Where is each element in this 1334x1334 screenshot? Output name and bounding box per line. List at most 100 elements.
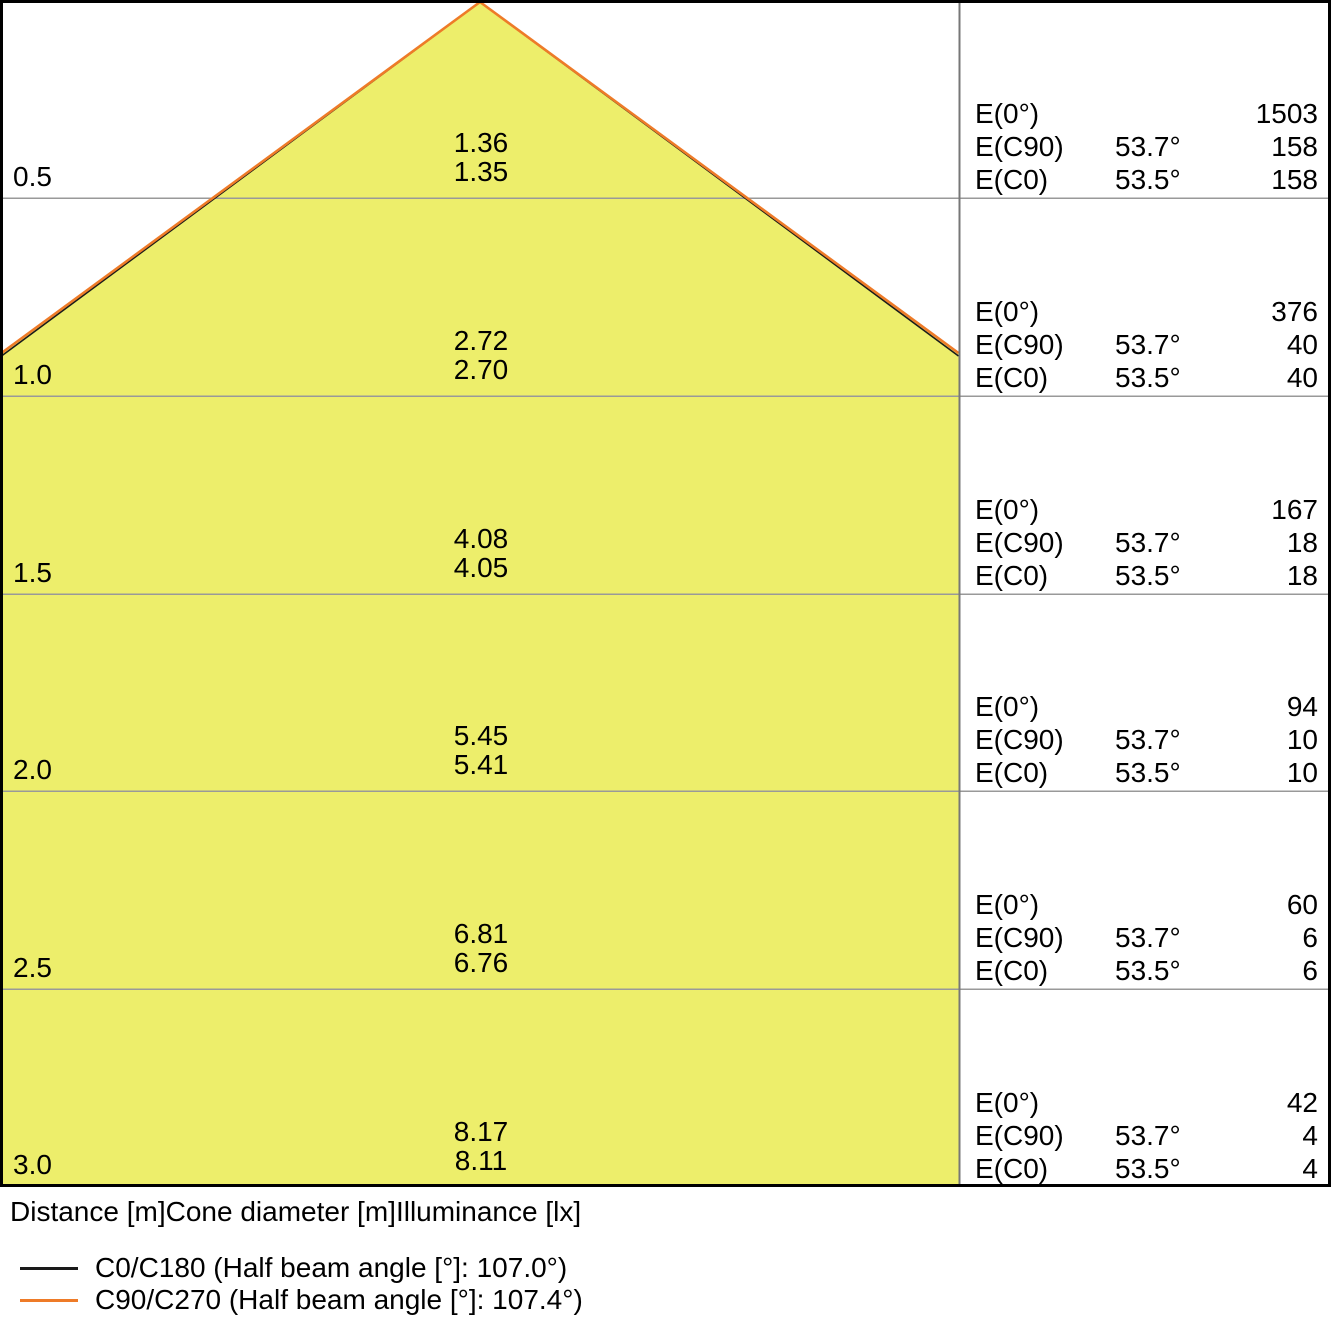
ec90-label: E(C90) — [975, 131, 1064, 162]
ec0-value: 40 — [1286, 362, 1318, 393]
illuminance-block: E(0°) 60 E(C90) 53.7° 6 E(C0) 53.5° 6 — [975, 888, 1318, 987]
ec0-row: E(C0) 53.5° 4 — [975, 1152, 1318, 1185]
ec90-row: E(C90) 53.7° 10 — [975, 723, 1318, 756]
distance-grid-lines — [3, 197, 1328, 990]
ec0-angle: 53.5° — [1115, 362, 1181, 393]
ec0-label: E(C0) — [975, 1153, 1049, 1184]
illuminance-block: E(0°) 1503 E(C90) 53.7° 158 E(C0) 53.5° … — [975, 97, 1318, 196]
e0-angle — [1115, 888, 1220, 921]
legend-label-c0-c180: C0/C180 (Half beam angle [°]: 107.0°) — [95, 1252, 568, 1283]
ec90-value: 6 — [1302, 922, 1318, 953]
e0-row: E(0°) 376 — [975, 295, 1318, 328]
cone-diameter-labels: 8.17 8.11 — [381, 1117, 581, 1175]
cone-diameter-labels: 6.81 6.76 — [381, 919, 581, 977]
distance-label: 2.5 — [13, 952, 52, 983]
ec0-angle: 53.5° — [1115, 757, 1181, 788]
cone-diameter-labels: 5.45 5.41 — [381, 721, 581, 779]
illuminance-block: E(0°) 167 E(C90) 53.7° 18 E(C0) 53.5° 18 — [975, 493, 1318, 592]
illuminance-block: E(0°) 94 E(C90) 53.7° 10 E(C0) 53.5° 10 — [975, 690, 1318, 789]
distance-label: 3.0 — [13, 1149, 52, 1180]
ec90-label: E(C90) — [975, 527, 1064, 558]
e0-value: 42 — [1286, 1087, 1318, 1118]
ec90-row: E(C90) 53.7° 6 — [975, 921, 1318, 954]
e0-label: E(0°) — [975, 889, 1040, 920]
legend-item-c90-c270: C90/C270 (Half beam angle [°]: 107.4°) — [20, 1284, 583, 1316]
e0-value: 94 — [1286, 691, 1318, 722]
e0-row: E(0°) 1503 — [975, 97, 1318, 130]
ec90-value: 158 — [1271, 131, 1318, 162]
e0-label: E(0°) — [975, 98, 1040, 129]
e0-angle — [1115, 295, 1220, 328]
caption-distance: Distance [m] — [10, 1196, 166, 1227]
c90-c270-line-swatch — [20, 1298, 78, 1302]
cone-diameter-labels: 4.08 4.05 — [381, 524, 581, 582]
ec90-row: E(C90) 53.7° 18 — [975, 526, 1318, 559]
cone-diameter-c90: 2.72 — [453, 325, 509, 356]
ec90-value: 40 — [1286, 329, 1318, 360]
ec0-value: 18 — [1286, 560, 1318, 591]
distance-label: 1.0 — [13, 359, 52, 390]
e0-angle — [1115, 493, 1220, 526]
e0-angle — [1115, 690, 1220, 723]
ec90-row: E(C90) 53.7° 158 — [975, 130, 1318, 163]
ec0-angle: 53.5° — [1115, 1153, 1181, 1184]
caption-illuminance: Illuminance [lx] — [395, 1196, 582, 1227]
ec90-row: E(C90) 53.7° 4 — [975, 1119, 1318, 1152]
ec0-label: E(C0) — [975, 757, 1049, 788]
ec90-angle: 53.7° — [1115, 724, 1181, 755]
ec90-angle: 53.7° — [1115, 329, 1181, 360]
ec0-value: 10 — [1286, 757, 1318, 788]
c0-c180-line-swatch — [20, 1266, 78, 1270]
e0-value: 1503 — [1255, 98, 1318, 129]
e0-label: E(0°) — [975, 494, 1040, 525]
ec0-row: E(C0) 53.5° 18 — [975, 559, 1318, 592]
ec90-value: 18 — [1286, 527, 1318, 558]
e0-value: 60 — [1286, 889, 1318, 920]
ec0-value: 6 — [1302, 955, 1318, 986]
e0-value: 376 — [1271, 296, 1318, 327]
legend-item-c0-c180: C0/C180 (Half beam angle [°]: 107.0°) — [20, 1252, 567, 1284]
ec90-label: E(C90) — [975, 1120, 1064, 1151]
ec0-value: 158 — [1271, 164, 1318, 195]
e0-label: E(0°) — [975, 1087, 1040, 1118]
illuminance-block: E(0°) 42 E(C90) 53.7° 4 E(C0) 53.5° 4 — [975, 1086, 1318, 1185]
ec90-label: E(C90) — [975, 329, 1064, 360]
legend-label-c90-c270: C90/C270 (Half beam angle [°]: 107.4°) — [95, 1284, 583, 1315]
e0-row: E(0°) 94 — [975, 690, 1318, 723]
ec0-label: E(C0) — [975, 955, 1049, 986]
cone-diameter-c0: 6.76 — [453, 947, 509, 978]
cone-diameter-c90: 4.08 — [453, 523, 509, 554]
ec0-label: E(C0) — [975, 362, 1049, 393]
ec90-angle: 53.7° — [1115, 131, 1181, 162]
ec0-value: 4 — [1302, 1153, 1318, 1184]
ec90-label: E(C90) — [975, 922, 1064, 953]
distance-label: 2.0 — [13, 754, 52, 785]
cone-diameter-c90: 1.36 — [453, 127, 509, 158]
e0-row: E(0°) 42 — [975, 1086, 1318, 1119]
ec90-value: 4 — [1302, 1120, 1318, 1151]
cone-diameter-c0: 1.35 — [453, 156, 509, 187]
e0-label: E(0°) — [975, 691, 1040, 722]
distance-label: 1.5 — [13, 557, 52, 588]
cone-diameter-c0: 4.05 — [453, 552, 509, 583]
illuminance-block: E(0°) 376 E(C90) 53.7° 40 E(C0) 53.5° 40 — [975, 295, 1318, 394]
cone-diameter-c90: 5.45 — [453, 720, 509, 751]
diagram-border — [0, 0, 1331, 1187]
cone-diameter-c0: 5.41 — [453, 749, 509, 780]
cone-diameter-c90: 8.17 — [453, 1116, 509, 1147]
e0-label: E(0°) — [975, 296, 1040, 327]
ec90-angle: 53.7° — [1115, 1120, 1181, 1151]
ec90-row: E(C90) 53.7° 40 — [975, 328, 1318, 361]
distance-label: 0.5 — [13, 161, 52, 192]
axis-caption: Distance [m]Cone diameter [m]Illuminance… — [10, 1197, 581, 1227]
c90-c270-beam-line — [0, 0, 960, 355]
cone-diameter-c0: 2.70 — [453, 354, 509, 385]
e0-angle — [1115, 1086, 1220, 1119]
cone-diameter-labels: 2.72 2.70 — [381, 326, 581, 384]
ec0-row: E(C0) 53.5° 40 — [975, 361, 1318, 394]
ec0-row: E(C0) 53.5° 6 — [975, 954, 1318, 987]
cone-diameter-c0: 8.11 — [454, 1145, 508, 1176]
diagram-canvas — [0, 0, 1331, 1187]
ec0-angle: 53.5° — [1115, 955, 1181, 986]
